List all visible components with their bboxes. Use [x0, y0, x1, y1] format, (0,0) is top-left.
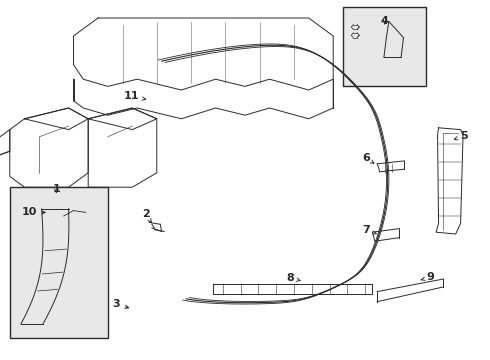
Text: 6: 6 [362, 153, 374, 163]
Text: 5: 5 [454, 131, 468, 141]
Text: 8: 8 [286, 273, 300, 283]
Text: 11: 11 [124, 91, 146, 102]
Text: 10: 10 [22, 207, 45, 217]
Text: 1: 1 [52, 184, 60, 194]
Text: 9: 9 [421, 272, 434, 282]
Text: 3: 3 [112, 299, 128, 309]
Text: 2: 2 [142, 209, 151, 222]
Bar [10, 187, 108, 338]
Text: 4: 4 [381, 16, 389, 26]
Bar [343, 7, 426, 86]
Text: 7: 7 [362, 225, 376, 235]
